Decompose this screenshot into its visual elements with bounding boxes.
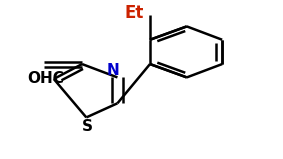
Text: OHC: OHC [27, 72, 64, 86]
Text: S: S [82, 119, 93, 134]
Text: Et: Et [125, 4, 144, 22]
Text: N: N [107, 63, 120, 78]
